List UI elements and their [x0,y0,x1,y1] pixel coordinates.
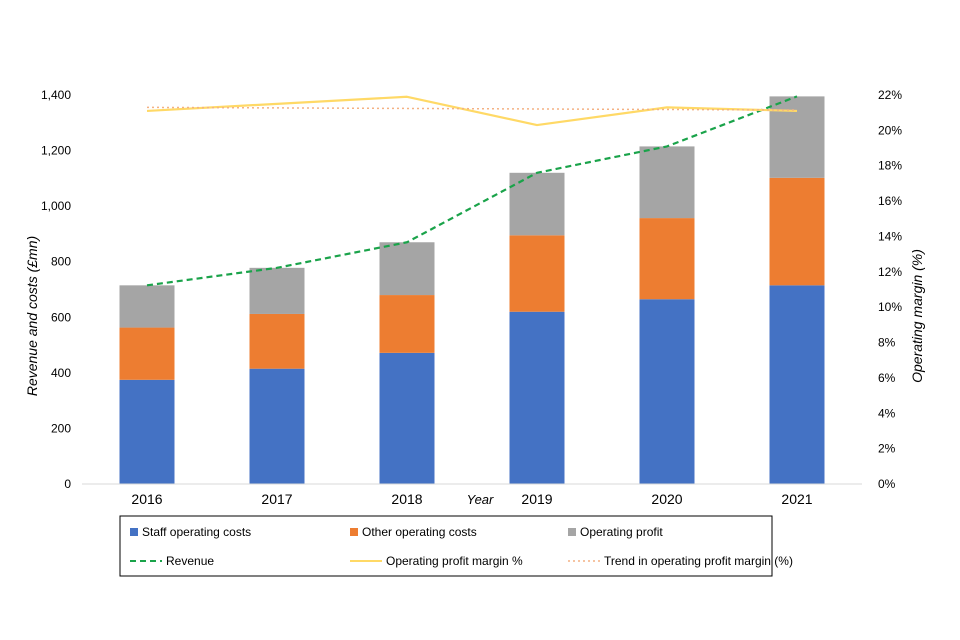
x-axis-title: Year [467,492,494,507]
x-tick-label: 2019 [521,491,552,507]
bar-other-operating-costs-2019 [509,235,565,312]
bar-other-operating-costs-2018 [379,295,435,353]
x-axis-ticks: 2016 2017 2018 2019 2020 2021 [131,491,812,507]
y-tick-label: 0 [64,477,71,491]
legend-label-other-operating-costs: Other operating costs [362,525,477,539]
y2-tick-label: 16% [878,194,902,208]
legend: Staff operating costs Other operating cos… [119,515,793,577]
y-tick-label: 200 [51,421,71,435]
legend-label-trend-in-operating-profit-margin-: Trend in operating profit margin (%) [604,554,793,568]
y2-tick-label: 14% [878,229,902,243]
x-tick-label: 2020 [651,491,682,507]
y2-tick-label: 8% [878,336,896,350]
bar-operating-profit-2018 [379,242,435,296]
bar-other-operating-costs-2020 [639,218,695,300]
legend-label-revenue: Revenue [166,554,214,568]
y2-tick-label: 18% [878,159,902,173]
y2-axis-title: Operating margin (%) [909,249,925,383]
line-trend-in-operating-profit-margin- [146,106,798,111]
y-tick-label: 1,400 [41,88,71,102]
y-tick-label: 400 [51,366,71,380]
x-tick-label: 2021 [781,491,812,507]
bar-operating-profit-2017 [249,267,305,314]
bar-staff-operating-costs-2016 [119,379,175,484]
bar-operating-profit-2021 [769,96,825,178]
legend-label-operating-profit: Operating profit [580,525,663,539]
legend-box [119,515,773,577]
x-tick-label: 2016 [131,491,162,507]
bar-operating-profit-2016 [119,285,175,328]
line-revenue [146,95,798,287]
y2-tick-label: 6% [878,371,896,385]
left-axis-ticks: 0 200 400 600 800 1,000 1,200 1,400 [41,88,71,491]
legend-label-staff-operating-costs: Staff operating costs [142,525,251,539]
bar-staff-operating-costs-2019 [509,311,565,484]
x-tick-label: 2017 [261,491,292,507]
legend-swatch-staff-operating-costs [130,528,138,536]
y-tick-label: 800 [51,255,71,269]
plot-area [82,95,862,485]
y2-tick-label: 22% [878,88,902,102]
y2-tick-label: 4% [878,406,896,420]
bar-operating-profit-2019 [509,172,565,236]
bar-other-operating-costs-2021 [769,177,825,286]
legend-label-operating-profit-margin-: Operating profit margin % [386,554,523,568]
bar-operating-profit-2020 [639,146,695,219]
bar-staff-operating-costs-2021 [769,285,825,484]
y2-tick-label: 0% [878,477,896,491]
y2-tick-label: 20% [878,123,902,137]
bar-staff-operating-costs-2020 [639,299,695,484]
legend-swatch-operating-profit [568,528,576,536]
bar-other-operating-costs-2017 [249,313,305,369]
x-tick-label: 2018 [391,491,422,507]
right-axis-ticks: 0% 2% 4% 6% 8% 10% 12% 14% 16% 18% 20% 22% [878,88,902,491]
bar-staff-operating-costs-2018 [379,352,435,484]
bar-other-operating-costs-2016 [119,327,175,380]
y2-tick-label: 12% [878,265,902,279]
y-tick-label: 600 [51,310,71,324]
y2-tick-label: 10% [878,300,902,314]
y-tick-label: 1,000 [41,199,71,213]
y2-tick-label: 2% [878,442,896,456]
y-tick-label: 1,200 [41,144,71,158]
legend-swatch-other-operating-costs [350,528,358,536]
line-operating-profit-margin- [146,95,798,127]
bar-staff-operating-costs-2017 [249,368,305,484]
y-axis-title: Revenue and costs (£mn) [24,236,40,396]
